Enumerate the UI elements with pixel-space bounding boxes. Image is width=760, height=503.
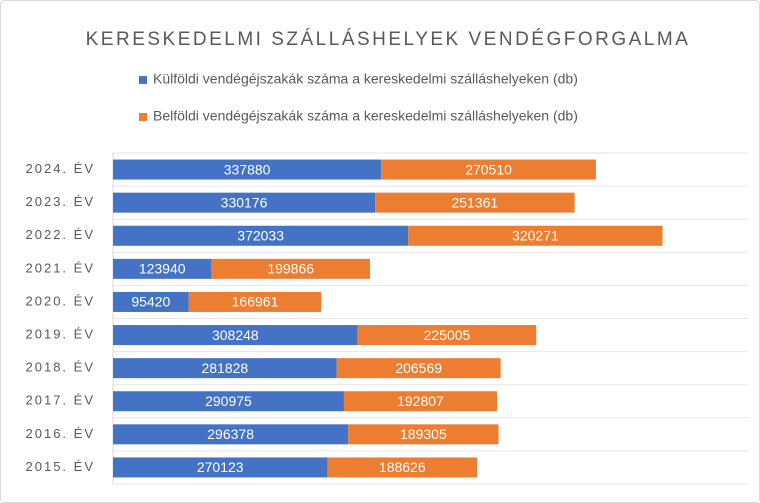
bar-segment: [113, 225, 409, 246]
data-label: 281828: [201, 360, 248, 376]
bar-segment: [336, 358, 501, 379]
bar-segment: [113, 424, 349, 445]
bar-segment: [113, 391, 344, 412]
bar-segment: [113, 258, 212, 279]
data-label: 320271: [512, 227, 559, 243]
data-label: 199866: [267, 261, 314, 277]
y-tick-label: 2023. ÉV: [26, 194, 96, 209]
y-tick-label: 2022. ÉV: [26, 227, 96, 242]
y-tick-label: 2020. ÉV: [26, 293, 96, 308]
bar-segment: [113, 159, 382, 180]
legend-label: Belföldi vendégéjszakák száma a keresked…: [153, 108, 578, 124]
data-label: 189305: [400, 426, 447, 442]
bar-segment: [113, 358, 337, 379]
y-tick-label: 2016. ÉV: [26, 426, 96, 441]
data-label: 123940: [139, 261, 186, 277]
data-label: 270510: [465, 161, 512, 177]
bar-segment: [211, 258, 371, 279]
y-tick-label: 2017. ÉV: [26, 393, 96, 408]
bar-segment: [113, 457, 328, 478]
bar-segment: [408, 225, 663, 246]
legend-swatch: [139, 113, 147, 121]
y-tick-label: 2018. ÉV: [26, 360, 96, 375]
bar-segment: [375, 192, 575, 213]
data-label: 225005: [424, 327, 471, 343]
data-label: 337880: [224, 161, 271, 177]
data-label: 166961: [232, 294, 279, 310]
data-label: 296378: [207, 426, 254, 442]
bar-segment: [113, 325, 358, 346]
data-label: 372033: [237, 227, 284, 243]
data-label: 251361: [451, 194, 498, 210]
bar-segment: [348, 424, 499, 445]
data-label: 270123: [197, 459, 244, 475]
bar-segment: [357, 325, 537, 346]
bar-segment: [113, 291, 189, 312]
bar-segment: [188, 291, 322, 312]
data-label: 290975: [205, 393, 252, 409]
y-tick-label: 2024. ÉV: [26, 161, 96, 176]
data-label: 308248: [212, 327, 259, 343]
bar-segment: [343, 391, 498, 412]
chart-title: KERESKEDELMI SZÁLLÁSHELYEK VENDÉGFORGALM…: [86, 29, 691, 50]
data-label: 188626: [379, 459, 426, 475]
bar-segment: [113, 192, 376, 213]
data-label: 192807: [397, 393, 444, 409]
bar-segment: [381, 159, 596, 180]
legend-swatch: [139, 76, 147, 84]
data-label: 206569: [395, 360, 442, 376]
y-tick-label: 2019. ÉV: [26, 326, 96, 341]
y-tick-label: 2015. ÉV: [26, 459, 96, 474]
data-label: 95420: [131, 294, 170, 310]
bar-segment: [327, 457, 478, 478]
data-label: 330176: [221, 194, 268, 210]
y-tick-label: 2021. ÉV: [26, 260, 96, 275]
legend-label: Külföldi vendégéjszakák száma a keresked…: [153, 71, 578, 87]
